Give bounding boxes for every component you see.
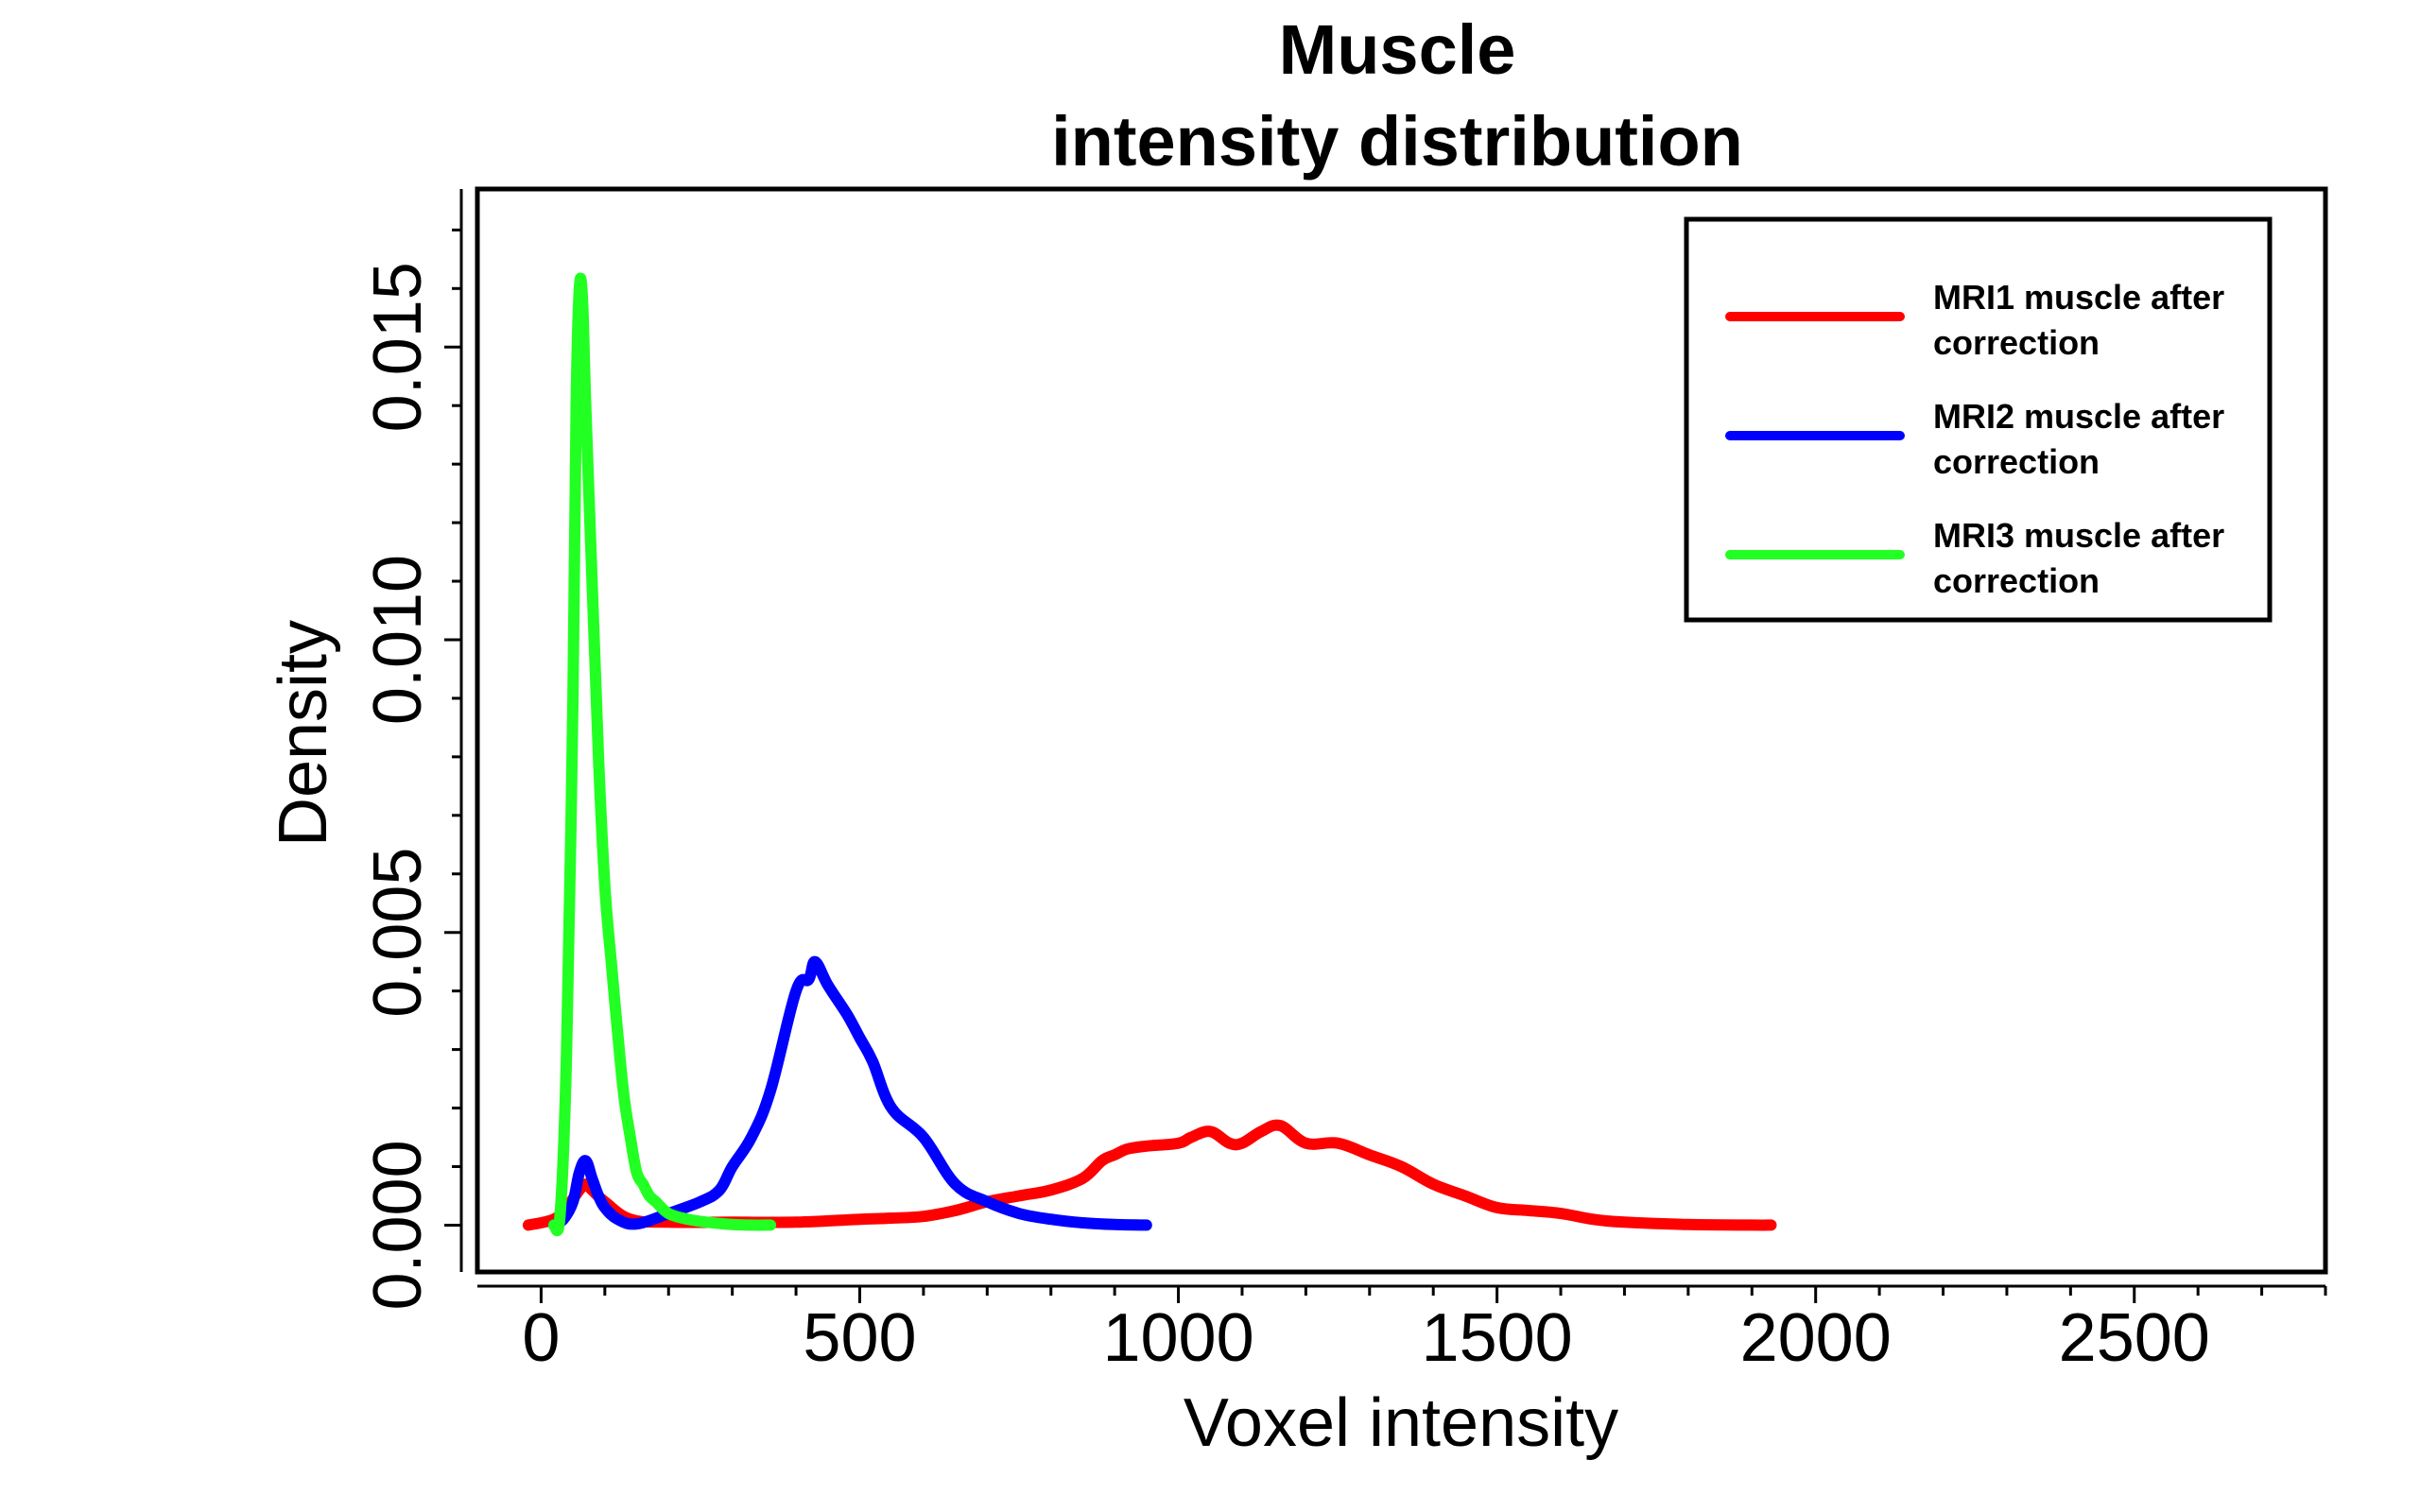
legend-label-mri3: correction [1933, 561, 2100, 600]
series-line-mri1 [522, 1119, 1777, 1231]
y-tick-label: 0.005 [360, 848, 436, 1018]
x-axis-label: Voxel intensity [1184, 1385, 1618, 1461]
series-line-mri2 [547, 955, 1152, 1231]
x-axis-ticks [539, 1286, 2327, 1303]
series-lines [522, 272, 1777, 1237]
legend-box [1684, 216, 2273, 623]
y-tick-label: 0.015 [360, 262, 436, 432]
chart-title-line-2: intensity distribution [1051, 102, 1743, 180]
x-axis-tick-labels: 0 500 1000 1500 2000 2500 [522, 1300, 2209, 1376]
series-line-mri3 [547, 272, 777, 1237]
x-tick-label: 1500 [1422, 1300, 1573, 1376]
legend-label-mri2: MRI2 muscle after [1933, 397, 2224, 436]
legend-label-mri3: MRI3 muscle after [1933, 516, 2224, 555]
y-axis-tick-labels: 0.000 0.005 0.010 0.015 [360, 262, 436, 1310]
y-axis-ticks [444, 228, 461, 1227]
x-tick-label: 500 [803, 1300, 916, 1376]
legend-label-mri2: correction [1933, 442, 2100, 481]
x-tick-label: 2500 [2059, 1300, 2210, 1376]
y-tick-label: 0.000 [360, 1140, 436, 1310]
x-tick-label: 0 [522, 1300, 560, 1376]
x-tick-label: 1000 [1102, 1300, 1253, 1376]
y-tick-label: 0.010 [360, 555, 436, 725]
legend-label-mri1: correction [1933, 323, 2100, 362]
legend-entries: MRI1 muscle after correction MRI2 muscle a… [1725, 278, 2224, 600]
legend: MRI1 muscle after correction MRI2 muscle a… [1684, 216, 2273, 623]
chart-title-line-1: Muscle [1279, 10, 1516, 89]
legend-label-mri1: MRI1 muscle after [1933, 278, 2224, 317]
x-tick-label: 2000 [1740, 1300, 1892, 1376]
y-axis-label: Density [266, 620, 341, 847]
plot-frame [475, 186, 2328, 1275]
